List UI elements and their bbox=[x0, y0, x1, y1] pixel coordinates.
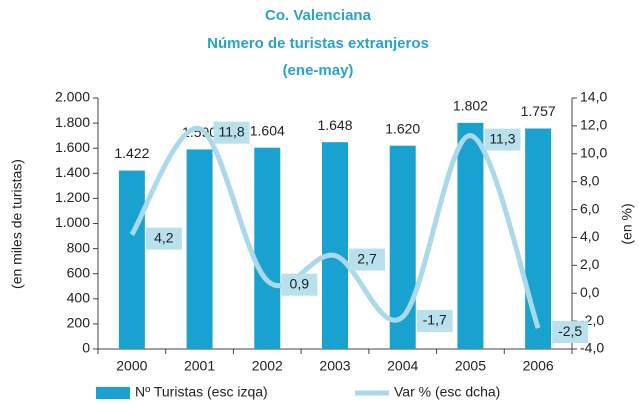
y-tick-label: 1.600 bbox=[55, 139, 90, 155]
line-value-label: -1,7 bbox=[423, 312, 447, 328]
y-tick-label: 400 bbox=[67, 290, 91, 306]
line-label-box bbox=[416, 309, 453, 332]
y2-tick-label: 12,0 bbox=[580, 117, 607, 133]
line bbox=[129, 126, 541, 329]
chart-title: (ene-may) bbox=[283, 62, 354, 79]
legend-label: Var % (esc dcha) bbox=[394, 384, 500, 400]
line-value-label: -2,5 bbox=[558, 323, 582, 339]
line-value-label: 4,2 bbox=[154, 229, 174, 245]
y-axis-label: (en miles de turistas) bbox=[9, 159, 25, 289]
y2-tick-label: 0,0 bbox=[580, 284, 600, 300]
y-tick-label: 800 bbox=[67, 239, 91, 255]
y2-tick-label: 8,0 bbox=[580, 172, 600, 188]
bar-value-label: 1.620 bbox=[385, 120, 420, 136]
y2-tick-label: 4,0 bbox=[580, 228, 600, 244]
y2-tick-label: 10,0 bbox=[580, 144, 607, 160]
line-label-box bbox=[484, 128, 521, 151]
y-tick-label: 1.400 bbox=[55, 164, 90, 180]
line-label-box bbox=[552, 321, 589, 344]
bar-value-label: 1.802 bbox=[453, 98, 488, 114]
chart-title: Co. Valenciana bbox=[265, 7, 372, 24]
legend-label: Nº Turistas (esc izqa) bbox=[135, 384, 268, 400]
x-tick-label: 2002 bbox=[252, 358, 283, 374]
bar bbox=[322, 142, 348, 349]
line-value-label: 0,9 bbox=[290, 275, 310, 291]
line-value-label: 11,3 bbox=[489, 130, 515, 146]
bar bbox=[525, 128, 552, 349]
bar bbox=[457, 122, 484, 349]
bar bbox=[186, 149, 213, 349]
y-tick-label: 0 bbox=[82, 340, 90, 356]
bar bbox=[254, 147, 281, 349]
line-value-label: 2,7 bbox=[357, 250, 377, 266]
y-tick-label: 1.200 bbox=[55, 189, 90, 205]
x-tick-label: 2001 bbox=[184, 358, 215, 374]
line-label-box bbox=[281, 273, 318, 296]
y-tick-label: 1.800 bbox=[55, 114, 90, 130]
y2-tick-label: 2,0 bbox=[580, 256, 600, 272]
y-tick-label: 200 bbox=[67, 315, 91, 331]
bar-value-label: 1.604 bbox=[250, 122, 285, 138]
line-label-box bbox=[213, 121, 250, 144]
bar-value-label: 1.422 bbox=[114, 145, 149, 161]
y2-tick-label: 14,0 bbox=[580, 89, 607, 105]
x-tick-label: 2004 bbox=[387, 358, 418, 374]
y-tick-label: 1.000 bbox=[55, 214, 90, 230]
x-tick-label: 2006 bbox=[523, 358, 554, 374]
line-label-box bbox=[349, 248, 385, 271]
y2-tick-label: -4,0 bbox=[580, 340, 604, 356]
chart-title: Número de turistas extranjeros bbox=[207, 35, 429, 52]
bar-value-label: 1.648 bbox=[317, 117, 352, 133]
x-tick-label: 2005 bbox=[455, 358, 486, 374]
y-tick-label: 600 bbox=[67, 264, 91, 280]
y-tick-label: 2.000 bbox=[55, 89, 90, 105]
bar bbox=[118, 170, 145, 349]
bar-value-label: 1.757 bbox=[521, 103, 556, 119]
legend-swatch bbox=[96, 387, 130, 399]
line-value-label: 11,8 bbox=[218, 123, 244, 139]
x-tick-label: 2000 bbox=[116, 358, 147, 374]
line-label-box bbox=[145, 227, 182, 250]
x-tick-label: 2003 bbox=[319, 358, 350, 374]
y2-tick-label: 6,0 bbox=[580, 200, 600, 216]
y2-axis-label: (en %) bbox=[619, 203, 635, 244]
